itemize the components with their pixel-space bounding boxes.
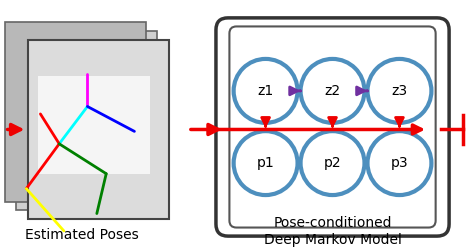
Text: z1: z1 — [258, 84, 274, 98]
Text: Pose-conditioned
Deep Markov Model: Pose-conditioned Deep Markov Model — [264, 216, 401, 247]
FancyBboxPatch shape — [28, 40, 169, 219]
Ellipse shape — [368, 131, 431, 195]
FancyBboxPatch shape — [16, 31, 157, 210]
FancyBboxPatch shape — [38, 76, 150, 174]
Text: p2: p2 — [324, 156, 341, 170]
Text: z3: z3 — [392, 84, 407, 98]
Text: Estimated Poses: Estimated Poses — [25, 228, 139, 242]
Ellipse shape — [234, 131, 298, 195]
Ellipse shape — [234, 59, 298, 123]
Ellipse shape — [368, 59, 431, 123]
Text: p1: p1 — [257, 156, 274, 170]
FancyBboxPatch shape — [216, 18, 449, 236]
Text: z2: z2 — [324, 84, 341, 98]
FancyBboxPatch shape — [5, 22, 146, 202]
Text: p3: p3 — [391, 156, 408, 170]
Ellipse shape — [301, 131, 365, 195]
Ellipse shape — [301, 59, 365, 123]
